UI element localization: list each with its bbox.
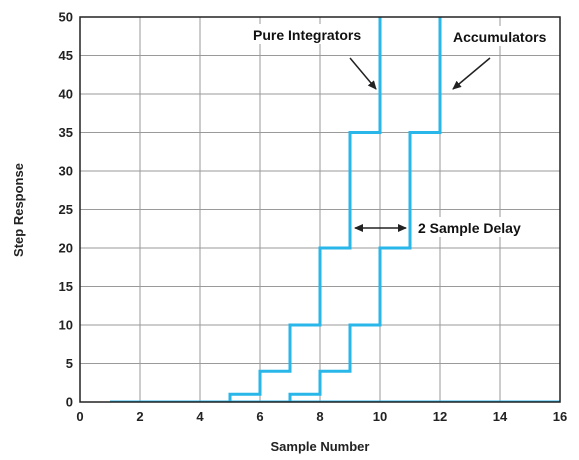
annotation-delay: 2 Sample Delay: [418, 220, 521, 236]
plot-frame: [79, 16, 561, 403]
x-axis-label: Sample Number: [271, 439, 370, 454]
x-tick-label: 16: [553, 409, 567, 424]
pure-integrators-line: [110, 17, 382, 402]
annotation-pure-integrators-bg: [250, 24, 377, 44]
y-axis-label: Step Response: [11, 163, 26, 257]
y-tick-label: 5: [66, 356, 73, 371]
y-tick-label: 0: [66, 395, 73, 410]
y-tick-label: 40: [59, 87, 73, 102]
x-tick-label: 8: [316, 409, 323, 424]
series-group: [110, 17, 560, 402]
x-tick-label: 10: [373, 409, 387, 424]
y-tick-label: 45: [59, 48, 73, 63]
y-tick-label: 25: [59, 202, 73, 217]
x-tick-label: 12: [433, 409, 447, 424]
arrow-accumulators: [452, 57, 491, 90]
x-tick-label: 6: [256, 409, 263, 424]
y-tick-label: 35: [59, 125, 73, 140]
x-tick-label: 4: [196, 409, 204, 424]
x-tick-label: 2: [136, 409, 143, 424]
accumulators-line: [110, 17, 442, 402]
x-tick-label: 14: [493, 409, 508, 424]
y-tick-label: 20: [59, 241, 73, 256]
annotation-delay-bg: [415, 217, 541, 237]
arrow-pure-integrators: [349, 57, 377, 90]
y-tick-label: 10: [59, 318, 73, 333]
tick-labels: 0 2 4 6 8 10 12 14 16 0 5 10 15 20 25 30 35 40 45 50: [59, 10, 568, 425]
y-tick-label: 50: [59, 10, 73, 25]
y-tick-label: 15: [59, 279, 73, 294]
annotation-accumulators: Accumulators: [453, 29, 547, 45]
y-tick-label: 30: [59, 164, 73, 179]
x-tick-label: 0: [76, 409, 83, 424]
grid: [80, 17, 560, 402]
annotation-accumulators-bg: [450, 26, 558, 46]
annotation-pure-integrators: Pure Integrators: [253, 27, 361, 43]
